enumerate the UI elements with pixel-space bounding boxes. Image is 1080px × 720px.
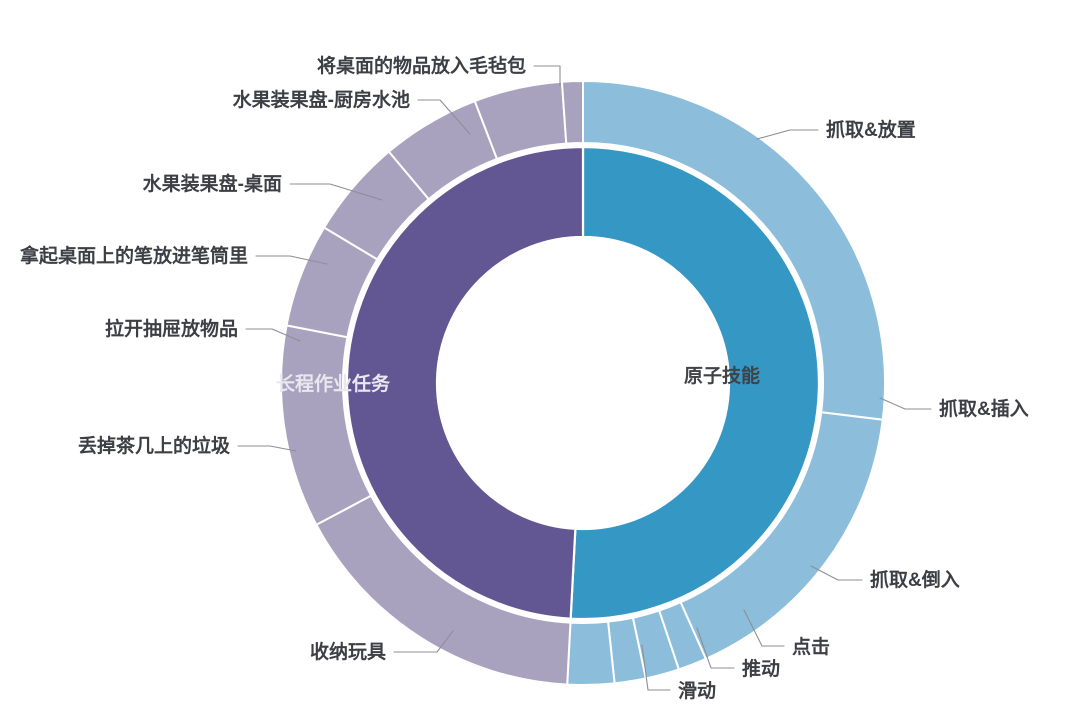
leader-line-5 — [641, 644, 671, 691]
leader-line-10 — [289, 183, 383, 201]
leader-line-0 — [756, 129, 819, 140]
outer-slice-label-4: 推动 — [742, 657, 780, 680]
outer-slice-label-0: 抓取&放置 — [826, 118, 916, 141]
leader-line-1 — [879, 397, 932, 410]
outer-slice-label-9: 拿起桌面上的笔放进笔筒里 — [19, 244, 248, 267]
inner-slice-label-1: 长程作业任务 — [276, 372, 391, 395]
leader-line-3 — [743, 609, 785, 647]
leader-line-6 — [393, 630, 454, 653]
outer-slice-label-1: 抓取&插入 — [939, 397, 1029, 420]
inner-ring-labels: 原子技能 长程作业任务 — [276, 364, 760, 395]
outer-slice-label-5: 滑动 — [678, 680, 716, 702]
outer-slice-label-6: 收纳玩具 — [310, 640, 386, 663]
outer-slice-5[interactable] — [566, 620, 616, 686]
outer-slice-label-2: 抓取&倒入 — [870, 568, 960, 591]
leader-line-11 — [417, 99, 471, 135]
outer-slice-label-7: 丢掉茶几上的垃圾 — [78, 434, 231, 457]
leader-line-7 — [237, 445, 297, 452]
outer-slice-label-11: 水果装果盘-厨房水池 — [233, 88, 410, 111]
inner-slice-label-0: 原子技能 — [684, 364, 760, 387]
leader-line-12 — [533, 65, 561, 87]
leader-lines-group — [237, 65, 932, 691]
outer-ring-slices — [280, 80, 886, 686]
outer-slice-label-12: 将桌面的物品放入毛毡包 — [317, 54, 526, 77]
leader-line-8 — [245, 328, 301, 342]
leader-line-2 — [810, 565, 863, 581]
inner-slice-1[interactable] — [345, 145, 585, 620]
inner-ring-slices — [345, 145, 821, 621]
outer-slice-label-3: 点击 — [792, 636, 830, 658]
outer-slice-label-8: 拉开抽屉放物品 — [105, 317, 238, 340]
outer-slice-12[interactable] — [560, 80, 584, 145]
inner-slice-0[interactable] — [569, 145, 821, 621]
leader-line-9 — [255, 255, 328, 265]
outer-slice-label-10: 水果装果盘-桌面 — [143, 172, 282, 195]
leader-line-4 — [696, 627, 735, 669]
